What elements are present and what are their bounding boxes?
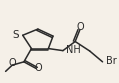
Text: S: S — [13, 30, 19, 40]
Text: O: O — [77, 22, 84, 32]
Text: Br: Br — [106, 56, 117, 66]
Text: NH: NH — [66, 45, 81, 55]
Text: O: O — [35, 63, 42, 73]
Text: O: O — [8, 58, 16, 68]
